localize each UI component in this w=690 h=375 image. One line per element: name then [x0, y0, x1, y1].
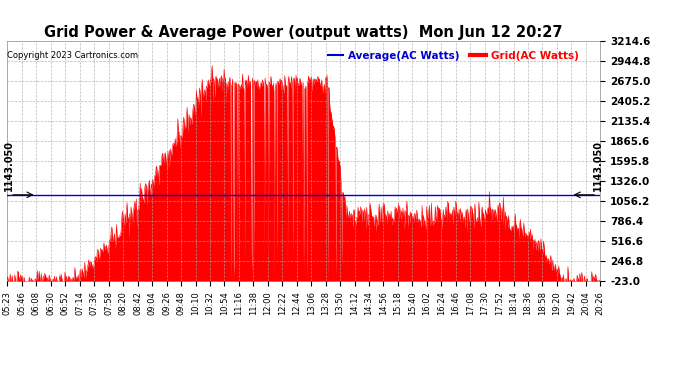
Title: Grid Power & Average Power (output watts)  Mon Jun 12 20:27: Grid Power & Average Power (output watts… — [44, 25, 563, 40]
Text: 1143.050: 1143.050 — [593, 140, 603, 191]
Text: 1143.050: 1143.050 — [4, 140, 14, 191]
Text: Copyright 2023 Cartronics.com: Copyright 2023 Cartronics.com — [8, 51, 139, 60]
Legend: Average(AC Watts), Grid(AC Watts): Average(AC Watts), Grid(AC Watts) — [324, 46, 583, 65]
